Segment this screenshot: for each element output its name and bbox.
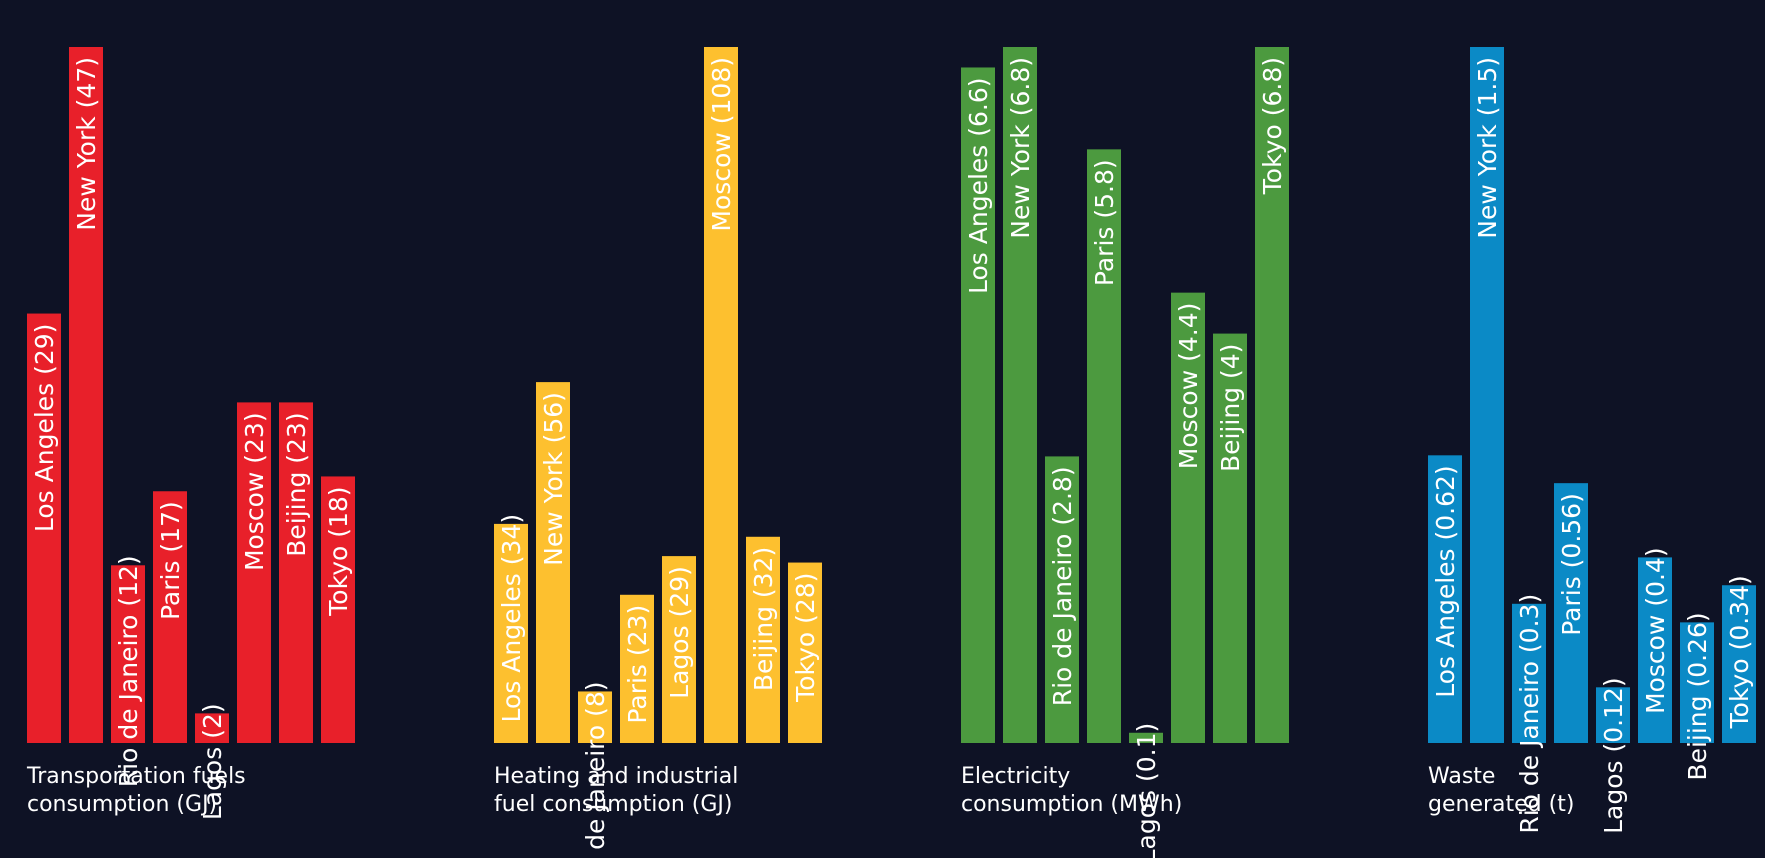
bar-lagos [195, 713, 229, 743]
bar-label: Lagos (2) [198, 703, 227, 820]
bar-label: Tokyo (28) [791, 573, 820, 703]
chart-group-3: Los Angeles (6.6) New York (6.8) Rio de Ja… [961, 47, 1289, 858]
chart-group-4: Los Angeles (0.62) New York (1.5) Rio de J… [1428, 47, 1756, 834]
bar-lagos [1129, 732, 1163, 743]
bar-label: Moscow (4.4) [1174, 303, 1203, 470]
bar-label: Lagos (0.1) [1132, 723, 1161, 858]
bar-label: Beijing (32) [749, 547, 778, 691]
bar-label: New York (47) [72, 57, 101, 231]
bar-label: Beijing (4) [1216, 344, 1245, 472]
bar-label: Moscow (0.4) [1641, 547, 1670, 714]
bar-label: Moscow (23) [240, 412, 269, 571]
bar-rio-de-janeiro [1512, 603, 1546, 743]
bar-label: Moscow (108) [707, 57, 736, 232]
bar-label: Rio de Janeiro (12) [114, 555, 143, 787]
bar-label: Beijing (0.26) [1683, 612, 1712, 780]
chart-caption: Heating and industrial fuel consumption (… [494, 764, 738, 817]
bar-label: Rio de Janeiro (2.8) [1048, 466, 1077, 706]
bar-label: Lagos (0.12) [1599, 677, 1628, 834]
bar-rio-de-janeiro [111, 565, 145, 743]
bar-label: Lagos (29) [665, 566, 694, 699]
bar-los-angeles [1428, 455, 1462, 743]
bar-rio-de-janeiro [578, 691, 612, 743]
bar-paris [1554, 483, 1588, 743]
bar-los-angeles [961, 67, 995, 744]
bar-paris [153, 491, 187, 743]
bar-lagos [662, 556, 696, 743]
chart-caption: Electricity consumption (MWh) [961, 764, 1182, 817]
bar-label: Rio de Janeiro (0.3) [1515, 594, 1544, 834]
bar-tokyo [321, 476, 355, 743]
bar-label: Beijing (23) [282, 412, 311, 556]
bar-new-york [536, 382, 570, 743]
bar-rio-de-janeiro [1045, 456, 1079, 743]
bar-label: Paris (23) [623, 605, 652, 724]
bar-label: Tokyo (6.8) [1258, 57, 1287, 195]
bar-moscow [1638, 557, 1672, 743]
bar-new-york [1003, 47, 1037, 743]
bar-label: Los Angeles (0.62) [1431, 465, 1460, 697]
bar-new-york [69, 47, 103, 743]
bar-label: Los Angeles (34) [497, 514, 526, 723]
bar-label: Paris (17) [156, 501, 185, 620]
bar-new-york [1470, 47, 1504, 743]
bar-label: Los Angeles (6.6) [964, 77, 993, 294]
bar-paris [1087, 149, 1121, 744]
bar-paris [620, 594, 654, 743]
chart-group-1: Los Angeles (29) New York (47) Rio de Jane… [26, 47, 355, 820]
bar-tokyo [788, 562, 822, 743]
bar-tokyo [1255, 47, 1289, 743]
bar-beijing [279, 402, 313, 743]
bar-moscow [1171, 292, 1205, 743]
bar-label: Tokyo (0.34) [1725, 575, 1754, 729]
bar-label: Los Angeles (29) [30, 324, 59, 533]
bar-label: New York (6.8) [1006, 57, 1035, 239]
bar-label: Rio de Janeiro (8) [581, 681, 610, 858]
chart-caption: Waste generated (t) [1428, 764, 1574, 817]
bar-beijing [1213, 333, 1247, 743]
bar-lagos [1596, 687, 1630, 743]
bar-label: Paris (0.56) [1557, 493, 1586, 636]
chart-caption: Transportation fuels consumption (GJ) [26, 764, 246, 817]
bar-los-angeles [27, 313, 61, 743]
bar-label: Paris (5.8) [1090, 159, 1119, 286]
bar-label: New York (56) [539, 392, 568, 566]
bar-label: New York (1.5) [1473, 57, 1502, 239]
bar-beijing [746, 536, 780, 743]
chart-group-2: Los Angeles (34) New York (56) Rio de Jane… [494, 47, 822, 858]
bar-moscow [704, 47, 738, 743]
bar-tokyo [1722, 585, 1756, 743]
bar-los-angeles [494, 523, 528, 743]
bar-label: Tokyo (18) [324, 486, 353, 616]
bar-moscow [237, 402, 271, 743]
bar-beijing [1680, 622, 1714, 743]
